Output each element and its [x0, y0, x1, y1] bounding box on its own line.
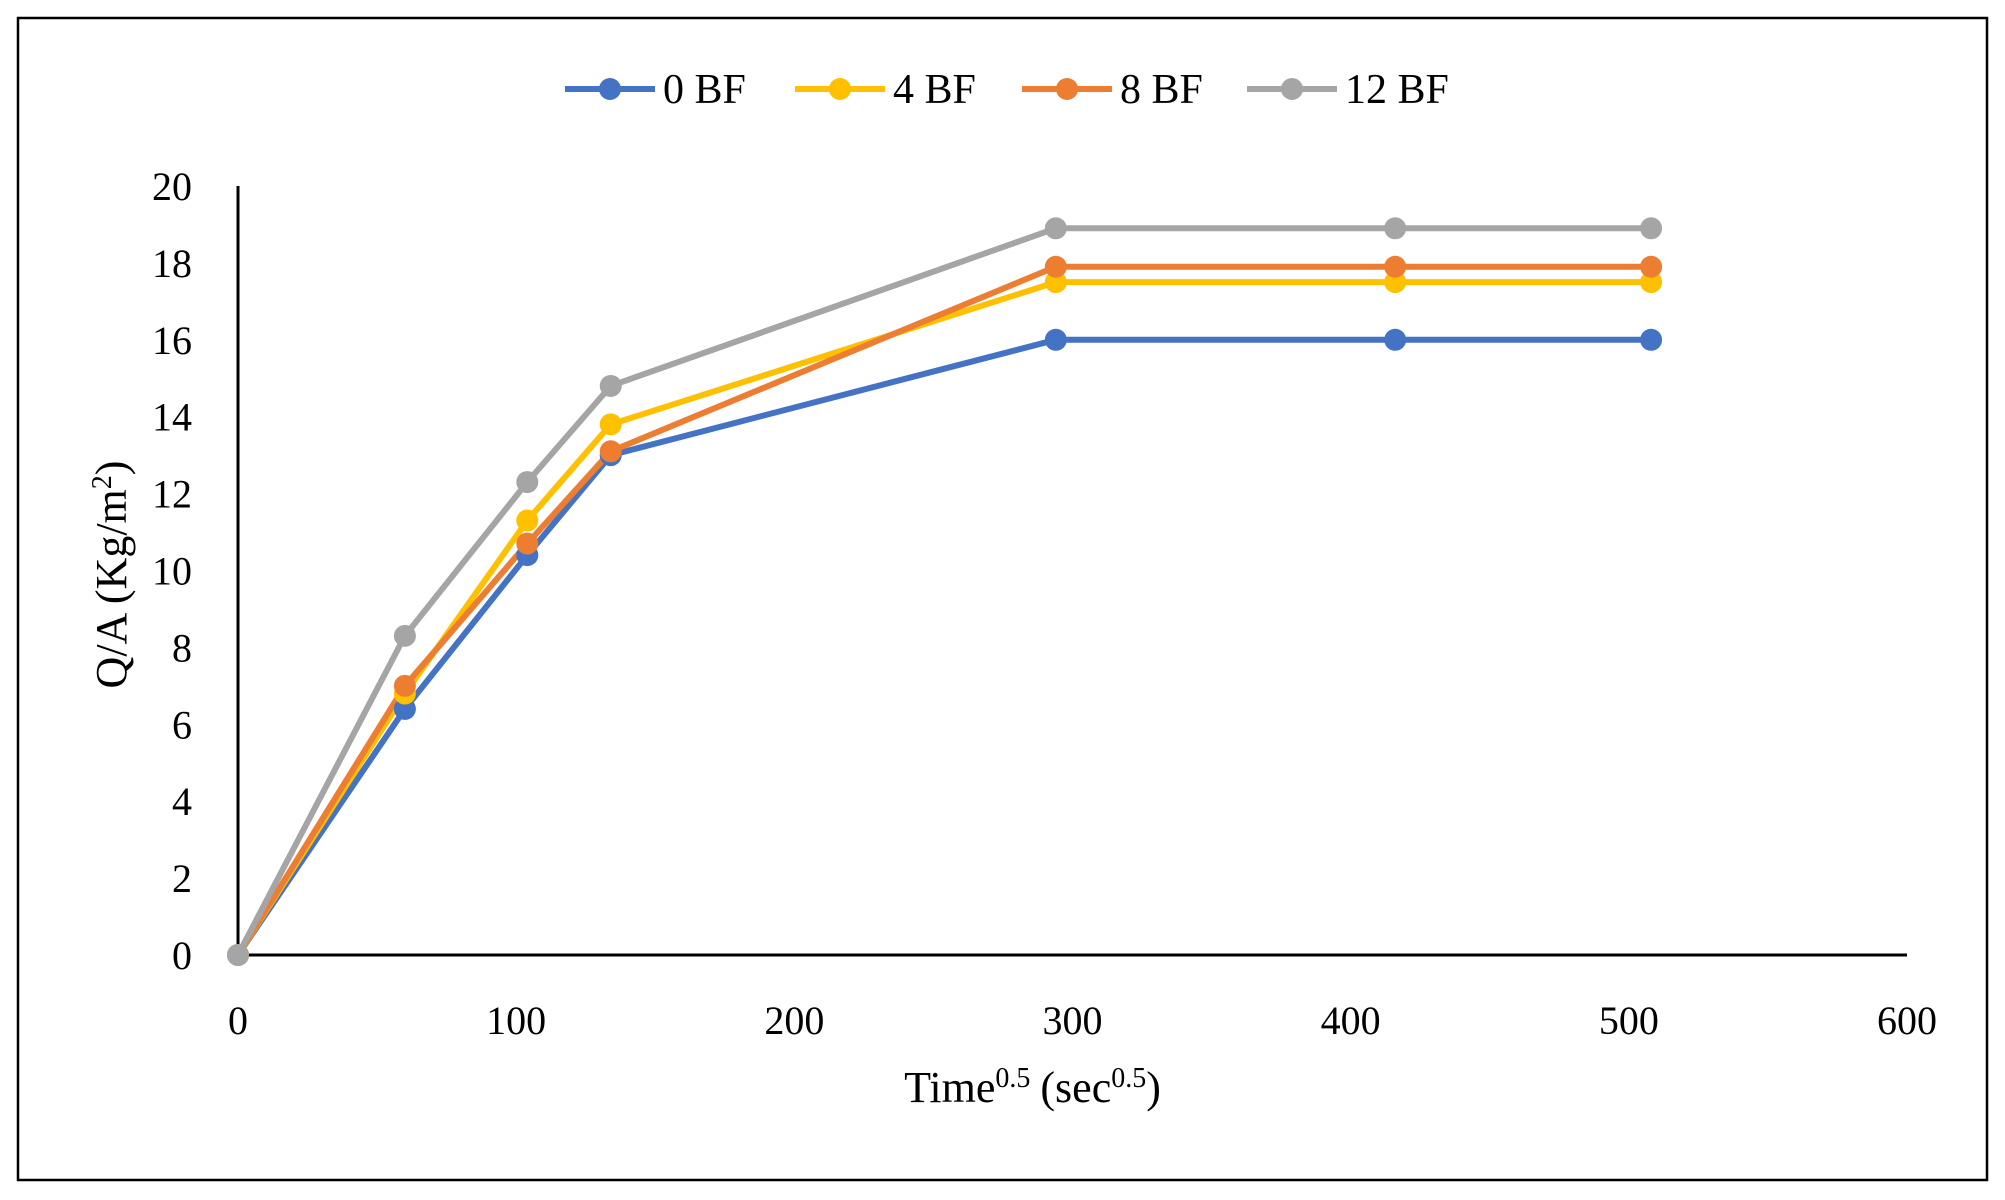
- data-point: [1384, 217, 1407, 240]
- x-axis-title-unit-sup: 0.5: [1111, 1063, 1146, 1094]
- y-tick-label: 8: [172, 625, 192, 670]
- x-tick-label: 300: [1043, 998, 1103, 1043]
- data-point: [1384, 328, 1407, 351]
- legend: 0 BF 4 BF 8 BF 12 BF: [565, 67, 1449, 113]
- x-axis-title-unit: (sec: [1040, 1063, 1111, 1112]
- x-tick-label: 200: [764, 998, 824, 1043]
- x-tick-label: 400: [1321, 998, 1381, 1043]
- plot-area: 0 2 4 6 8 10 12 14 16 18 20 0 100 200 300 400 500 600: [152, 164, 1937, 1043]
- y-axis-title-sup: 2: [87, 475, 118, 489]
- data-point: [599, 413, 622, 436]
- y-tick-label: 16: [152, 318, 192, 363]
- data-point: [1044, 217, 1067, 240]
- x-tick-label: 100: [486, 998, 546, 1043]
- data-point: [599, 440, 622, 463]
- data-point: [1044, 328, 1067, 351]
- data-point: [1640, 217, 1663, 240]
- legend-label: 4 BF: [893, 67, 976, 113]
- data-point: [1044, 255, 1067, 278]
- y-tick-label: 14: [152, 395, 192, 440]
- data-point: [1044, 271, 1067, 294]
- y-tick-label: 0: [172, 933, 192, 978]
- x-tick-label: 600: [1877, 998, 1937, 1043]
- series-points: [227, 217, 1663, 966]
- x-tick-label: 0: [228, 998, 248, 1043]
- data-point: [393, 697, 416, 720]
- data-point: [516, 532, 539, 555]
- chart-frame: [16, 16, 1989, 1182]
- y-axis-title-close: ): [87, 461, 136, 476]
- data-point: [1640, 328, 1663, 351]
- data-point: [1384, 271, 1407, 294]
- legend-marker: [599, 78, 621, 100]
- legend-label: 8 BF: [1120, 67, 1203, 113]
- data-point: [227, 944, 249, 966]
- x-axis-title-main: Time: [904, 1063, 995, 1112]
- y-tick-label: 20: [152, 164, 192, 209]
- data-point: [516, 509, 539, 532]
- data-point: [393, 624, 416, 647]
- data-point: [1384, 255, 1407, 278]
- x-axis-title-close: ): [1146, 1063, 1161, 1112]
- y-tick-label: 6: [172, 702, 192, 747]
- legend-marker: [1281, 78, 1303, 100]
- legend-label: 12 BF: [1345, 67, 1449, 113]
- y-tick-label: 12: [152, 472, 192, 517]
- data-point: [599, 374, 622, 397]
- x-tick-labels: 0 100 200 300 400 500 600: [228, 998, 1937, 1043]
- y-tick-label: 10: [152, 549, 192, 594]
- y-tick-label: 18: [152, 241, 192, 286]
- y-tick-labels: 0 2 4 6 8 10 12 14 16 18 20: [152, 164, 192, 978]
- data-point: [516, 471, 539, 494]
- x-axis-title: Time0.5 (sec0.5): [904, 1063, 1161, 1113]
- data-point: [1640, 271, 1663, 294]
- legend-marker: [1056, 78, 1078, 100]
- y-tick-label: 4: [172, 779, 192, 824]
- y-axis-title-main: Q/A (Kg/m: [87, 489, 136, 688]
- y-axis-title: Q/A (Kg/m2): [87, 461, 137, 689]
- x-axis-title-main-sup: 0.5: [995, 1063, 1030, 1094]
- y-tick-label: 2: [172, 856, 192, 901]
- data-point: [393, 674, 416, 697]
- legend-label: 0 BF: [663, 67, 746, 113]
- legend-marker: [829, 78, 851, 100]
- x-tick-label: 500: [1599, 998, 1659, 1043]
- data-point: [1640, 255, 1663, 278]
